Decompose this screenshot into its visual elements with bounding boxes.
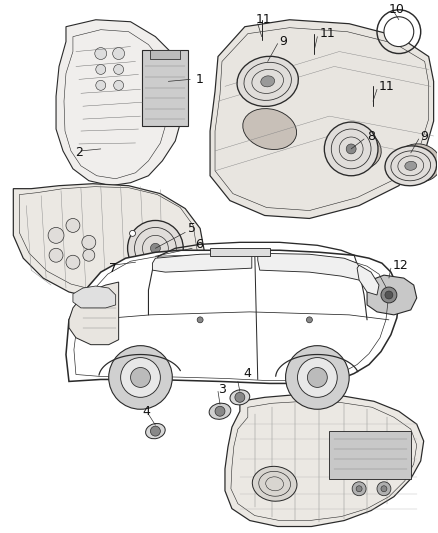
Ellipse shape (230, 390, 250, 405)
Circle shape (114, 80, 124, 90)
Circle shape (297, 358, 337, 397)
Circle shape (133, 259, 138, 265)
Circle shape (215, 406, 225, 416)
Circle shape (150, 244, 160, 253)
Text: 5: 5 (188, 222, 196, 235)
Polygon shape (69, 282, 119, 345)
Circle shape (48, 228, 64, 244)
Circle shape (150, 426, 160, 436)
Circle shape (114, 64, 124, 75)
Text: 12: 12 (393, 259, 409, 272)
Circle shape (385, 291, 393, 299)
Polygon shape (56, 20, 183, 185)
Circle shape (96, 80, 106, 90)
Text: 9: 9 (421, 130, 429, 142)
Text: 11: 11 (319, 27, 335, 40)
Ellipse shape (405, 161, 417, 171)
Circle shape (377, 482, 391, 496)
Polygon shape (66, 251, 399, 383)
Circle shape (307, 368, 327, 387)
Polygon shape (357, 265, 379, 295)
Circle shape (381, 287, 397, 303)
Polygon shape (367, 275, 417, 315)
Circle shape (109, 346, 172, 409)
Text: 3: 3 (218, 383, 226, 396)
Circle shape (352, 482, 366, 496)
Circle shape (95, 47, 107, 60)
Polygon shape (73, 286, 116, 308)
Text: 8: 8 (367, 130, 375, 142)
Circle shape (82, 236, 96, 249)
Circle shape (96, 64, 106, 75)
Text: 7: 7 (109, 262, 117, 274)
Text: 6: 6 (195, 238, 203, 251)
Polygon shape (210, 248, 270, 256)
Circle shape (170, 259, 175, 265)
Ellipse shape (243, 109, 297, 149)
Circle shape (197, 317, 203, 323)
Circle shape (66, 219, 80, 232)
Circle shape (381, 486, 387, 492)
Text: 2: 2 (75, 147, 83, 159)
Polygon shape (150, 50, 180, 60)
Polygon shape (258, 253, 364, 280)
Text: 1: 1 (196, 73, 204, 86)
Text: 4: 4 (244, 367, 252, 380)
Circle shape (235, 392, 245, 402)
Circle shape (152, 270, 159, 276)
Polygon shape (142, 50, 188, 126)
Text: 9: 9 (279, 35, 287, 48)
Circle shape (83, 249, 95, 261)
Ellipse shape (396, 144, 438, 182)
Polygon shape (13, 184, 205, 302)
Polygon shape (329, 431, 411, 479)
Text: 11: 11 (256, 13, 272, 26)
Circle shape (384, 17, 414, 46)
Ellipse shape (252, 466, 297, 501)
Circle shape (131, 368, 150, 387)
Polygon shape (210, 20, 434, 219)
Ellipse shape (261, 76, 275, 87)
Text: 11: 11 (379, 80, 395, 93)
Circle shape (127, 221, 183, 276)
Text: 10: 10 (389, 3, 405, 17)
Polygon shape (225, 394, 424, 527)
Circle shape (307, 317, 312, 323)
Circle shape (324, 122, 378, 176)
Ellipse shape (327, 128, 381, 170)
Ellipse shape (145, 424, 165, 439)
Text: 4: 4 (142, 405, 150, 418)
Ellipse shape (385, 146, 437, 185)
Ellipse shape (237, 56, 298, 107)
Circle shape (113, 47, 124, 60)
Circle shape (356, 486, 362, 492)
Polygon shape (152, 253, 252, 272)
Circle shape (66, 255, 80, 269)
Circle shape (120, 358, 160, 397)
Circle shape (130, 230, 135, 236)
Circle shape (346, 144, 356, 154)
Circle shape (49, 248, 63, 262)
Circle shape (286, 346, 349, 409)
Ellipse shape (209, 403, 231, 419)
